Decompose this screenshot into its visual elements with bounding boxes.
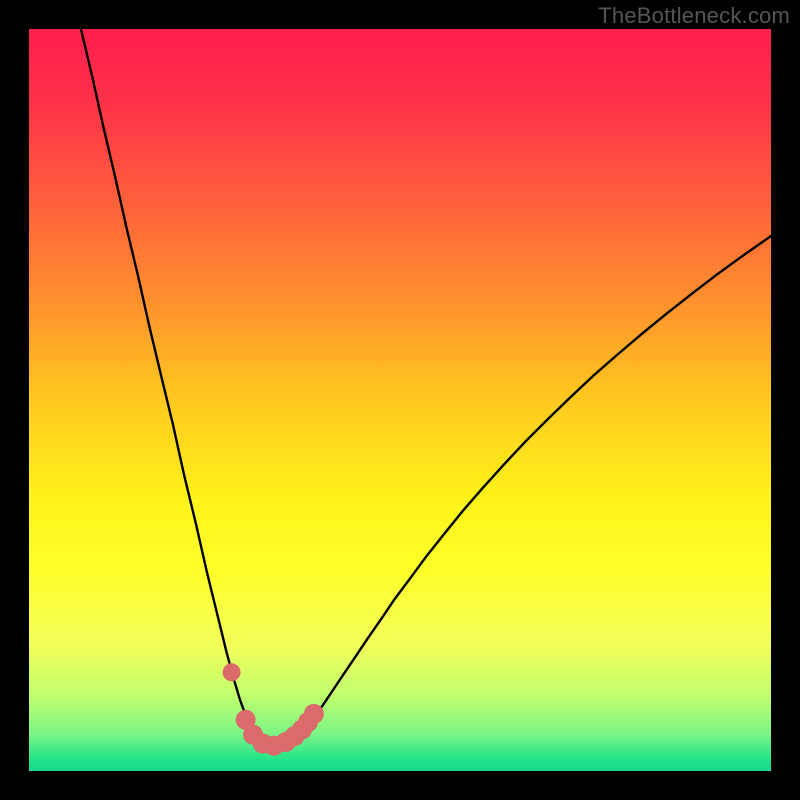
chart-overlay [0,0,800,800]
marker-dot [223,663,241,681]
marker-dot [304,704,324,724]
watermark-text: TheBottleneck.com [598,3,790,29]
bottleneck-curve [81,29,771,746]
highlight-markers [223,663,324,755]
